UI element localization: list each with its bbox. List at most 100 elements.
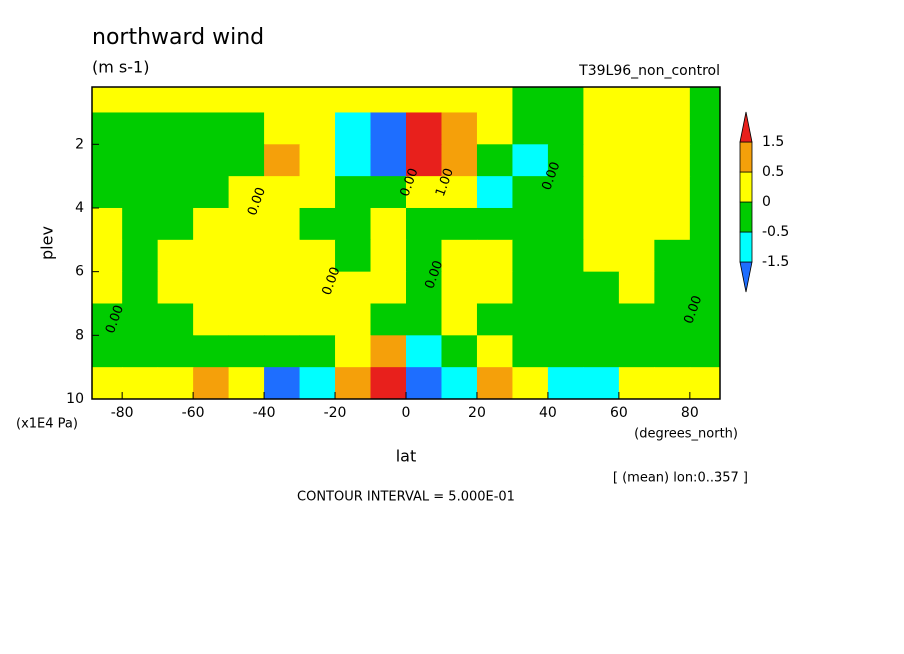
field-cell: [583, 87, 620, 113]
colorbar-segment: [739, 111, 753, 143]
field-cell: [122, 87, 159, 113]
field-cell: [441, 335, 478, 368]
field-cell: [547, 303, 584, 336]
field-cell: [441, 367, 478, 399]
field-cell: [370, 144, 407, 177]
y-tick-label: 4: [75, 200, 84, 216]
field-cell: [512, 303, 549, 336]
field-cell: [689, 207, 720, 241]
field-cell: [370, 335, 407, 368]
field-cell: [512, 87, 549, 113]
field-cell: [299, 144, 336, 177]
field-cell: [228, 239, 265, 273]
field-cell: [264, 112, 301, 145]
field-cell: [476, 303, 513, 336]
field-cell: [157, 207, 194, 241]
field-cell: [157, 271, 194, 304]
field-cell: [512, 144, 549, 177]
field-cell: [92, 271, 123, 304]
field-cell: [547, 207, 584, 241]
field-cell: [228, 367, 265, 399]
field-cell: [193, 335, 230, 368]
field-cell: [335, 335, 372, 368]
colorbar-label: 1.5: [762, 134, 784, 150]
field-cell: [228, 207, 265, 241]
colorbar-label: -1.5: [762, 254, 789, 270]
field-cell: [689, 239, 720, 273]
field-cell: [299, 271, 336, 304]
colorbar-label: 0: [762, 194, 771, 210]
field-cell: [264, 176, 301, 209]
x-tick-label: 0: [402, 405, 411, 421]
field-cell: [618, 239, 655, 273]
field-cell: [370, 239, 407, 273]
field-cell: [122, 112, 159, 145]
subtitle: (m s-1): [92, 58, 149, 77]
field-cell: [335, 176, 372, 209]
field-cell: [335, 112, 372, 145]
field-cell: [654, 367, 691, 399]
field-cell: [618, 207, 655, 241]
field-cell: [476, 112, 513, 145]
field-cell: [157, 144, 194, 177]
field-cell: [583, 239, 620, 273]
field-cell: [547, 176, 584, 209]
field-cell: [512, 176, 549, 209]
field-cell: [512, 335, 549, 368]
x-tick-label: 20: [468, 405, 486, 421]
field-cell: [370, 207, 407, 241]
field-cell: [689, 271, 720, 304]
field-cell: [406, 207, 442, 241]
y-axis-label: plev: [38, 226, 57, 260]
y-tick-label: 8: [75, 327, 84, 343]
field-cell: [689, 112, 720, 145]
field-cell: [335, 271, 372, 304]
field-cell: [370, 112, 407, 145]
field-cell: [264, 335, 301, 368]
note: [ (mean) lon:0..357 ]: [613, 471, 748, 486]
field-cell: [512, 367, 549, 399]
y-tick-label: 10: [66, 391, 84, 407]
x-tick-label: -20: [324, 405, 347, 421]
field-cell: [476, 87, 513, 113]
colorbar-segment: [739, 171, 753, 203]
field-cell: [370, 271, 407, 304]
field-cell: [299, 239, 336, 273]
field: [92, 87, 720, 399]
field-cell: [547, 335, 584, 368]
field-cell: [299, 303, 336, 336]
field-cell: [92, 112, 123, 145]
field-cell: [583, 112, 620, 145]
field-cell: [441, 207, 478, 241]
field-cell: [654, 176, 691, 209]
field-cell: [92, 335, 123, 368]
field-cell: [476, 271, 513, 304]
field-cell: [92, 367, 123, 399]
field-cell: [476, 367, 513, 399]
field-cell: [618, 112, 655, 145]
x-tick-label: -80: [111, 405, 134, 421]
field-cell: [547, 144, 584, 177]
field-cell: [122, 335, 159, 368]
field-cell: [122, 303, 159, 336]
field-cell: [335, 87, 372, 113]
field-cell: [406, 335, 442, 368]
field-cell: [512, 271, 549, 304]
field-cell: [547, 239, 584, 273]
field-cell: [157, 303, 194, 336]
field-cell: [299, 87, 336, 113]
field-cell: [583, 271, 620, 304]
field-cell: [122, 144, 159, 177]
chart-title: northward wind: [92, 25, 264, 50]
field-cell: [654, 303, 691, 336]
field-cell: [193, 303, 230, 336]
field-cell: [264, 367, 301, 399]
colorbar-segment: [739, 201, 753, 233]
field-cell: [92, 176, 123, 209]
field-cell: [583, 176, 620, 209]
x-axis-units: (degrees_north): [634, 427, 738, 442]
field-cell: [618, 87, 655, 113]
field-cell: [689, 176, 720, 209]
field-cell: [441, 176, 478, 209]
field-cell: [122, 207, 159, 241]
